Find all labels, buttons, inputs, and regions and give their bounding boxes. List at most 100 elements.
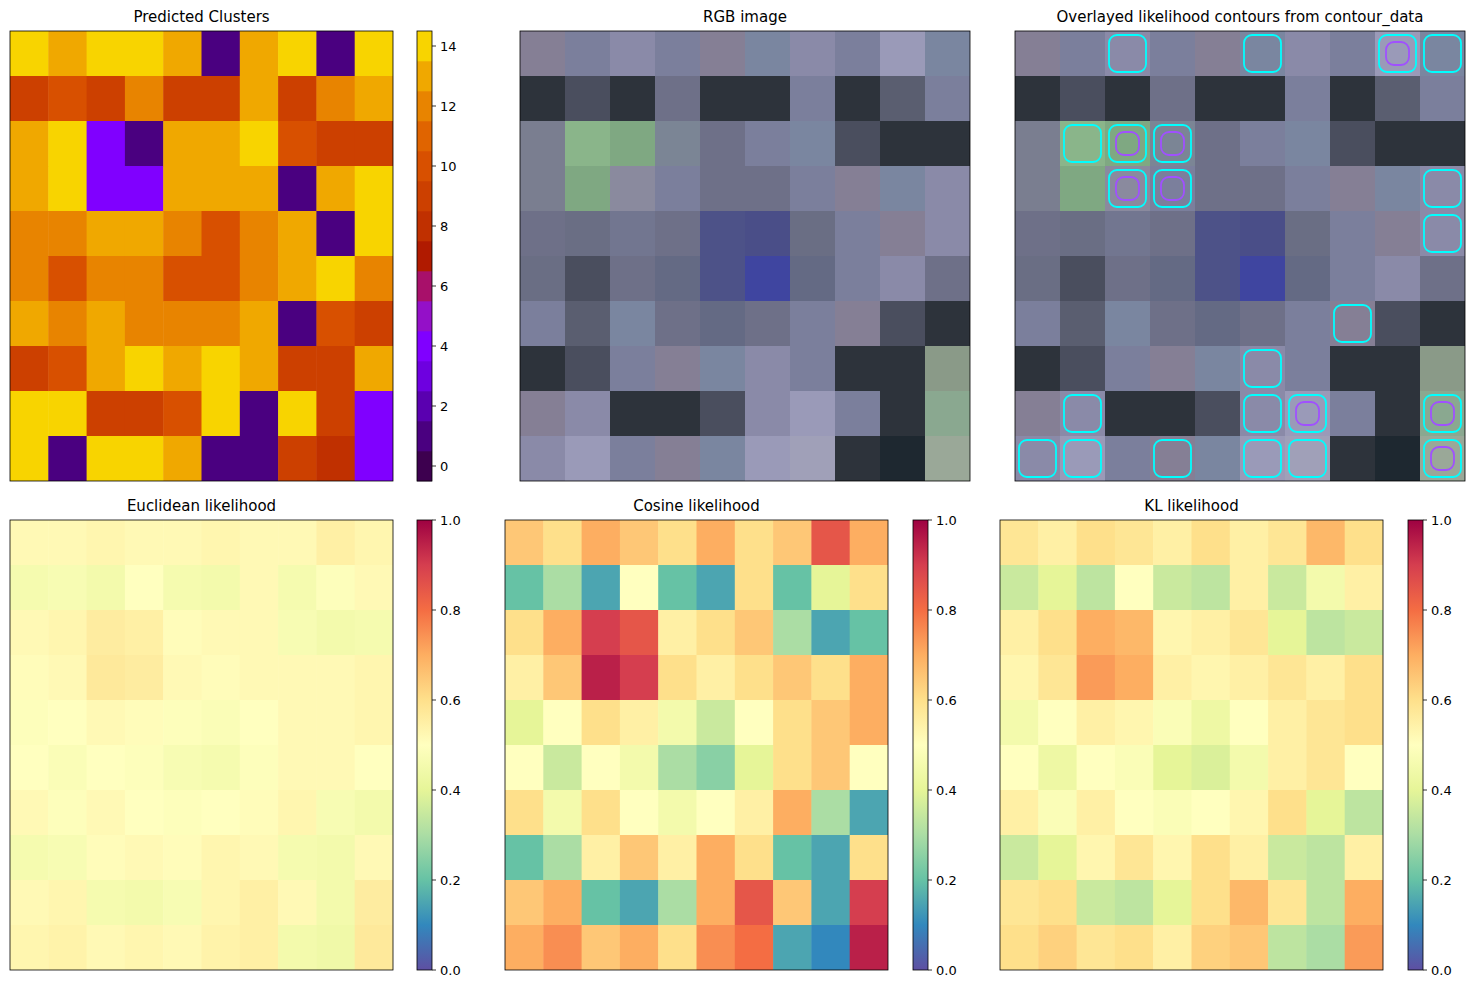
cell xyxy=(790,121,836,167)
cell xyxy=(125,880,164,926)
cell xyxy=(658,520,697,566)
colorbar-tick-label: 0.2 xyxy=(936,873,957,888)
cell xyxy=(700,391,746,437)
cell xyxy=(48,745,87,791)
cell xyxy=(48,790,87,836)
cell xyxy=(1105,256,1151,302)
cell xyxy=(48,436,87,481)
cell xyxy=(610,391,656,437)
cell xyxy=(10,166,49,212)
cell xyxy=(655,391,701,437)
cell xyxy=(48,880,87,926)
cell xyxy=(1038,745,1077,791)
cell xyxy=(1230,655,1269,701)
colorbar-tick-label: 6 xyxy=(440,279,448,294)
cell xyxy=(163,346,202,392)
colorbar-tick-label: 0.0 xyxy=(1431,963,1452,978)
colorbar-tick-label: 14 xyxy=(440,39,457,54)
cell xyxy=(10,76,49,122)
cell xyxy=(1060,76,1106,122)
colorbar-tick xyxy=(432,106,436,107)
cell xyxy=(316,790,355,836)
cell xyxy=(790,391,836,437)
cell xyxy=(1192,925,1231,970)
cell xyxy=(163,31,202,77)
cell xyxy=(10,520,49,566)
cell xyxy=(790,211,836,257)
cell xyxy=(1105,301,1151,347)
cell xyxy=(620,880,659,926)
cell xyxy=(87,211,126,257)
cell xyxy=(1000,655,1039,701)
cell xyxy=(87,610,126,656)
cell xyxy=(1240,76,1286,122)
colorbar-frame xyxy=(1408,520,1423,970)
cell xyxy=(835,301,881,347)
contour-line xyxy=(1334,305,1371,342)
colorbar-segment xyxy=(417,361,432,391)
cell xyxy=(163,655,202,701)
cell xyxy=(1330,346,1376,392)
cell xyxy=(835,76,881,122)
cell xyxy=(202,121,241,167)
cell xyxy=(655,301,701,347)
cell xyxy=(773,655,812,701)
cell xyxy=(202,610,241,656)
cell xyxy=(1195,256,1241,302)
cell xyxy=(1420,391,1465,437)
cell xyxy=(655,346,701,392)
contour-line xyxy=(1424,395,1461,432)
cell xyxy=(316,925,355,970)
cell xyxy=(163,391,202,437)
cell xyxy=(520,31,566,77)
cell xyxy=(850,655,888,701)
cell xyxy=(735,790,774,836)
contour-line xyxy=(1431,402,1454,425)
cell xyxy=(1105,31,1151,77)
cell xyxy=(925,346,970,392)
cell xyxy=(773,835,812,881)
cell xyxy=(355,301,393,347)
cell xyxy=(925,121,970,167)
cell xyxy=(240,880,279,926)
cell xyxy=(87,76,126,122)
cell xyxy=(505,700,544,746)
cell xyxy=(811,880,850,926)
cell xyxy=(1150,391,1196,437)
cell xyxy=(1000,565,1039,611)
cell xyxy=(700,211,746,257)
cell xyxy=(565,121,611,167)
cell xyxy=(163,565,202,611)
cell xyxy=(278,301,317,347)
cell xyxy=(745,391,791,437)
cell xyxy=(1345,655,1383,701)
cell xyxy=(278,565,317,611)
cell xyxy=(1153,700,1192,746)
cell xyxy=(697,565,736,611)
cell xyxy=(1240,121,1286,167)
cell xyxy=(240,391,279,437)
cell xyxy=(505,925,544,970)
cell xyxy=(1195,211,1241,257)
cell xyxy=(850,745,888,791)
cell xyxy=(505,610,544,656)
cell xyxy=(87,31,126,77)
cell xyxy=(658,610,697,656)
cell xyxy=(10,655,49,701)
cell xyxy=(278,256,317,302)
cell xyxy=(1015,391,1061,437)
cell xyxy=(355,76,393,122)
cell xyxy=(10,301,49,347)
cell xyxy=(790,346,836,392)
cell xyxy=(1153,655,1192,701)
contour-line xyxy=(1019,440,1056,477)
cell xyxy=(48,346,87,392)
cell xyxy=(582,835,621,881)
cell xyxy=(610,256,656,302)
cell xyxy=(1038,835,1077,881)
cell xyxy=(735,700,774,746)
cell xyxy=(125,790,164,836)
cell xyxy=(1306,655,1345,701)
cell xyxy=(1285,436,1331,481)
cell xyxy=(620,835,659,881)
